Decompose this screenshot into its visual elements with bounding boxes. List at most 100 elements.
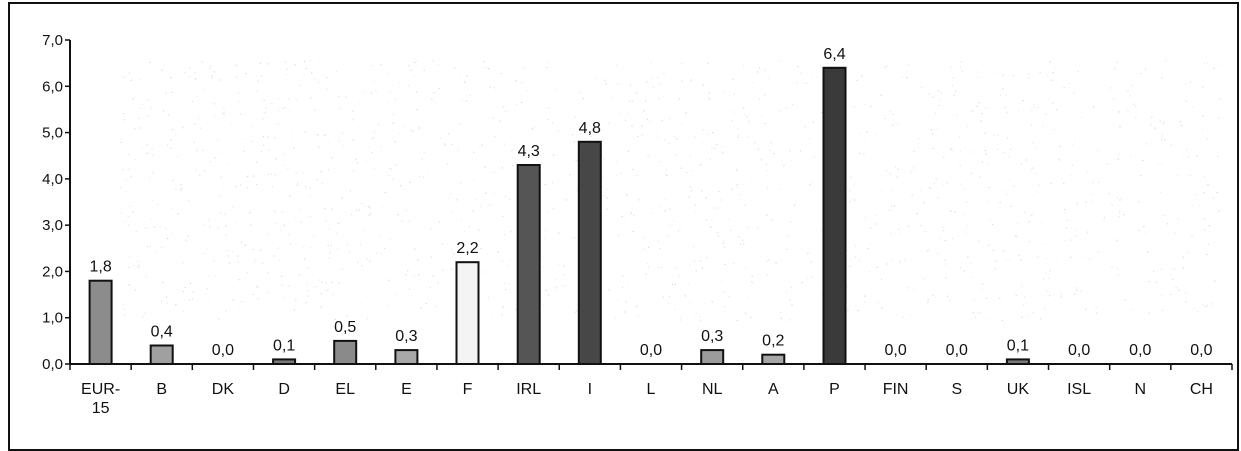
noise-speck [367,146,369,148]
noise-speck [229,262,231,264]
noise-speck [281,275,283,278]
noise-speck [1181,153,1183,155]
noise-speck [974,299,976,301]
noise-speck [308,290,310,292]
noise-speck [663,95,665,98]
noise-speck [184,71,186,73]
noise-speck [647,263,649,265]
noise-speck [647,246,650,248]
noise-speck [979,312,981,314]
noise-speck [480,205,482,207]
noise-speck [1129,95,1131,97]
noise-speck [302,172,304,175]
noise-speck [307,295,309,297]
noise-speck [337,247,339,249]
noise-speck [425,303,427,305]
noise-speck [341,197,343,199]
data-label: 0,1 [273,337,295,354]
noise-speck [863,153,865,155]
noise-speck [1140,175,1142,177]
noise-speck [1033,279,1035,281]
noise-speck [380,146,382,148]
noise-speck [813,156,815,158]
noise-speck [312,235,315,237]
noise-speck [211,77,213,79]
noise-speck [979,176,981,178]
noise-speck [1138,229,1140,232]
noise-speck [952,77,954,79]
noise-speck [275,222,277,225]
noise-speck [378,234,380,236]
noise-speck [238,92,240,94]
noise-speck [171,207,173,209]
noise-speck [1037,107,1039,109]
noise-speck [855,245,857,247]
noise-speck [1124,299,1126,301]
noise-speck [953,94,955,96]
noise-speck [341,268,343,270]
noise-speck [1217,155,1219,158]
noise-speck [963,270,965,272]
noise-speck [414,248,416,250]
noise-speck [694,260,696,262]
noise-speck [338,282,340,284]
noise-speck [1202,304,1204,306]
noise-speck [582,98,584,100]
noise-speck [228,163,230,165]
noise-speck [161,69,163,71]
noise-speck [767,187,769,189]
noise-speck [222,112,224,114]
noise-speck [438,88,440,90]
x-tick-label: B [156,381,167,398]
noise-speck [629,100,631,102]
data-label: 0,3 [701,328,723,345]
noise-speck [238,279,240,281]
noise-speck [999,201,1001,204]
x-tick-label: D [278,381,290,398]
noise-speck [176,155,179,158]
noise-speck [931,133,934,135]
noise-speck [1191,204,1193,206]
data-label: 1,8 [89,259,111,276]
noise-speck [289,110,291,112]
noise-speck [314,78,316,80]
noise-speck [632,168,634,170]
noise-speck [468,226,470,228]
noise-speck [849,201,851,203]
noise-speck [721,281,723,283]
noise-speck [503,143,505,145]
noise-speck [1058,158,1060,160]
noise-speck [999,297,1001,299]
x-tick-label: ISL [1067,381,1091,398]
data-label: 2,2 [456,240,478,257]
noise-speck [769,149,771,151]
noise-speck [745,267,747,270]
noise-speck [627,150,630,152]
noise-speck [145,276,147,278]
noise-speck [864,295,866,297]
noise-speck [986,317,988,319]
noise-speck [132,265,134,267]
noise-speck [557,130,559,132]
noise-speck [232,251,234,253]
noise-speck [937,90,940,92]
noise-speck [740,243,742,245]
noise-speck [213,102,215,104]
noise-speck [1045,258,1047,260]
noise-speck [327,244,329,247]
noise-speck [520,82,523,84]
noise-speck [401,220,403,222]
noise-speck [521,101,523,104]
noise-speck [960,66,962,68]
noise-speck [1185,100,1187,102]
noise-speck [392,178,394,180]
noise-speck [1118,213,1120,215]
noise-speck [886,263,888,265]
noise-speck [1216,192,1218,194]
noise-speck [409,181,411,183]
noise-speck [742,239,744,241]
noise-speck [981,161,983,163]
noise-speck [392,113,394,115]
noise-speck [912,289,915,291]
